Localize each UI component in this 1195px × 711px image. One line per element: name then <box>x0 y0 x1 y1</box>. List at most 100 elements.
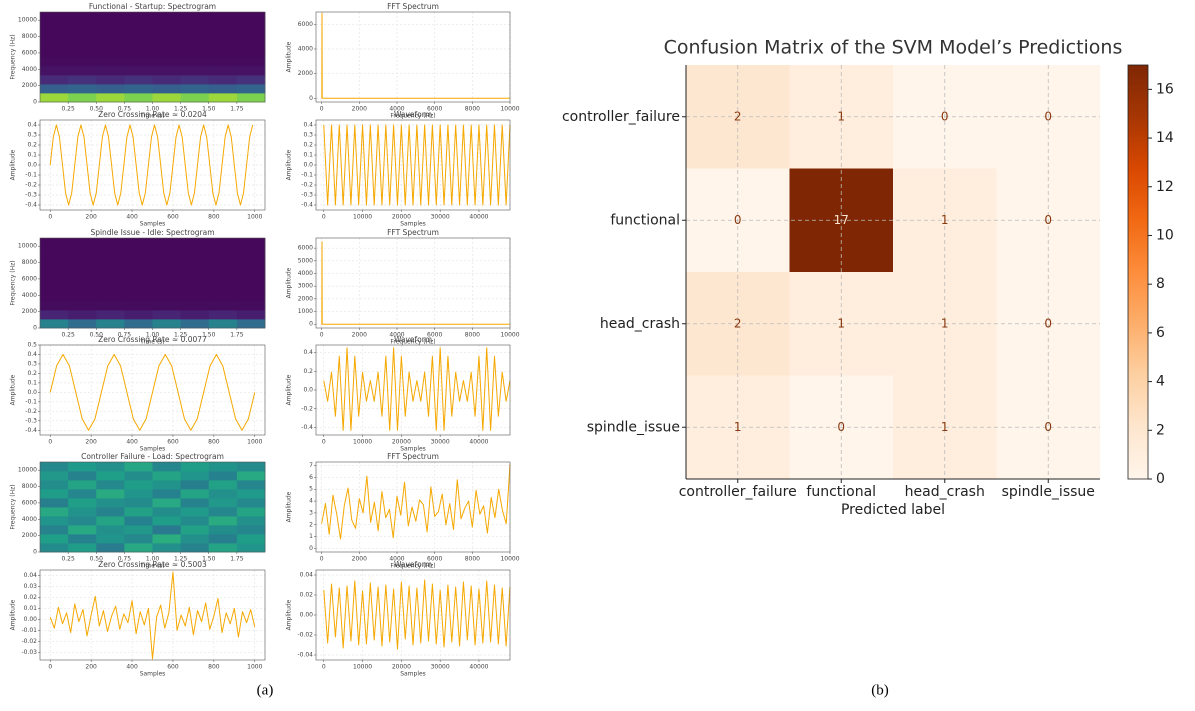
x-tick-label: 10000 <box>353 214 372 221</box>
spectrogram-cell <box>40 498 69 508</box>
x-axis-label: Samples <box>140 671 166 678</box>
spectrogram-cell <box>124 534 153 544</box>
y-axis-label: Amplitude <box>286 149 293 180</box>
spectrogram-cell <box>96 283 125 293</box>
cell-value: 17 <box>834 213 849 227</box>
spectrogram-cell <box>208 75 238 85</box>
cell-value: 2 <box>734 109 742 123</box>
x-tick-label: 1.00 <box>146 106 160 113</box>
spectrogram-cell <box>152 93 182 103</box>
cell-value: 0 <box>1044 109 1052 123</box>
y-tick-label: 7 <box>309 462 313 469</box>
spectrogram-cell <box>236 525 266 535</box>
y-tick-label: 2000 <box>22 532 37 539</box>
x-tick-label: 400 <box>126 439 138 446</box>
spectrogram-cell <box>152 489 182 499</box>
spectrogram-cell <box>208 534 238 544</box>
spectrogram-cell <box>124 39 153 49</box>
signal-line <box>323 347 511 431</box>
spectrogram-cell <box>180 292 210 302</box>
x-tick-label: spindle_issue <box>1002 484 1095 500</box>
plot-frame <box>39 569 266 661</box>
spectrogram-cell <box>208 12 238 22</box>
subplot-title: FFT Spectrum <box>387 228 439 237</box>
spectrogram-cell <box>40 238 69 248</box>
x-tick-label: 400 <box>126 214 138 221</box>
plot-frame <box>315 461 511 553</box>
spectrogram-cell <box>152 301 182 311</box>
x-tick-label: 6000 <box>427 332 442 339</box>
spectrogram-cell <box>68 265 97 275</box>
spectrogram-cell <box>40 525 69 535</box>
spectrogram-cell <box>180 543 210 553</box>
subplot: 0 10000 20000 30000 40000 -0.4 -0.3 -0.2 -0.1 0.0… <box>286 110 511 228</box>
spectrogram-cell <box>68 507 97 517</box>
spectrogram-cell <box>180 310 210 320</box>
spectrogram-cell <box>68 301 97 311</box>
spectrogram-cell <box>96 292 125 302</box>
spectrogram-cell <box>152 256 182 266</box>
y-tick-label: 0.5 <box>27 342 37 349</box>
y-tick-label: 0.02 <box>24 594 38 601</box>
y-tick-label: 2000 <box>22 82 37 89</box>
x-axis-label: Time (s) <box>139 339 164 346</box>
y-tick-label: 4000 <box>22 292 37 299</box>
spectrogram-cell <box>96 66 125 76</box>
spectrogram-cell <box>40 21 69 31</box>
cell-value: 1 <box>837 109 845 123</box>
plot-frame <box>39 11 266 103</box>
x-tick-label: 200 <box>85 214 97 221</box>
x-tick-label: 8000 <box>465 106 480 113</box>
spectrogram-cell <box>68 274 97 284</box>
y-tick-label: 0.4 <box>303 122 313 129</box>
spectrogram-cell <box>40 471 69 481</box>
spectrogram-cell <box>124 301 153 311</box>
y-axis-label: Frequency (Hz) <box>10 34 17 79</box>
x-axis-label: Time (s) <box>139 563 164 570</box>
spectrogram-cell <box>236 462 266 472</box>
x-tick-label: 0.25 <box>61 332 75 339</box>
x-tick-label: 10000 <box>353 664 372 671</box>
subplot: 0 200 400 600 800 1000 -0.03 -0.02 -0.01 0.00 0.01… <box>10 560 266 678</box>
spectrogram-cell <box>180 39 210 49</box>
subplot-title: FFT Spectrum <box>387 2 439 11</box>
spectrogram-cell <box>40 489 69 499</box>
spectrogram-cell <box>152 39 182 49</box>
x-tick-label: 1.25 <box>174 106 188 113</box>
x-tick-label: 1000 <box>247 439 262 446</box>
x-tick-label: 1.25 <box>174 332 188 339</box>
spectrogram-cell <box>180 256 210 266</box>
y-axis-label: Amplitude <box>286 267 293 298</box>
spectrogram-cell <box>236 21 266 31</box>
x-tick-label: 40000 <box>469 439 488 446</box>
spectrogram-cell <box>180 21 210 31</box>
spectrogram-cell <box>40 507 69 517</box>
spectrogram-cell <box>180 48 210 58</box>
x-tick-label: 4000 <box>389 106 404 113</box>
spectrogram-cell <box>124 292 153 302</box>
x-tick-label: 1.50 <box>202 106 216 113</box>
spectrogram-cell <box>124 310 153 320</box>
spectrogram-cell <box>96 238 125 248</box>
signal-line <box>49 571 256 660</box>
spectrogram-cell <box>124 265 153 275</box>
colorbar-tick-label: 12 <box>1156 179 1174 195</box>
y-tick-label: 0.1 <box>303 152 313 159</box>
spectrogram-cell <box>68 247 97 257</box>
subplot-title: Zero Crossing Rate ≈ 0.0204 <box>98 110 207 119</box>
spectrogram-cell <box>68 534 97 544</box>
x-tick-label: 800 <box>208 214 220 221</box>
spectrogram-cell <box>152 75 182 85</box>
spectrogram-cell <box>124 30 153 40</box>
y-tick-label: 2000 <box>298 295 313 302</box>
spectrogram-cell <box>236 84 266 94</box>
spectrogram-cell <box>68 256 97 266</box>
subplot-title: Functional - Startup: Spectrogram <box>89 2 216 11</box>
x-tick-label: 20000 <box>392 664 411 671</box>
y-tick-label: -0.4 <box>301 424 313 431</box>
plot-area <box>40 345 265 435</box>
y-tick-label: 2 <box>309 521 313 528</box>
panel-label: (b) <box>871 682 889 698</box>
x-tick-label: 10000 <box>353 439 372 446</box>
spectrogram-cell <box>208 238 238 248</box>
